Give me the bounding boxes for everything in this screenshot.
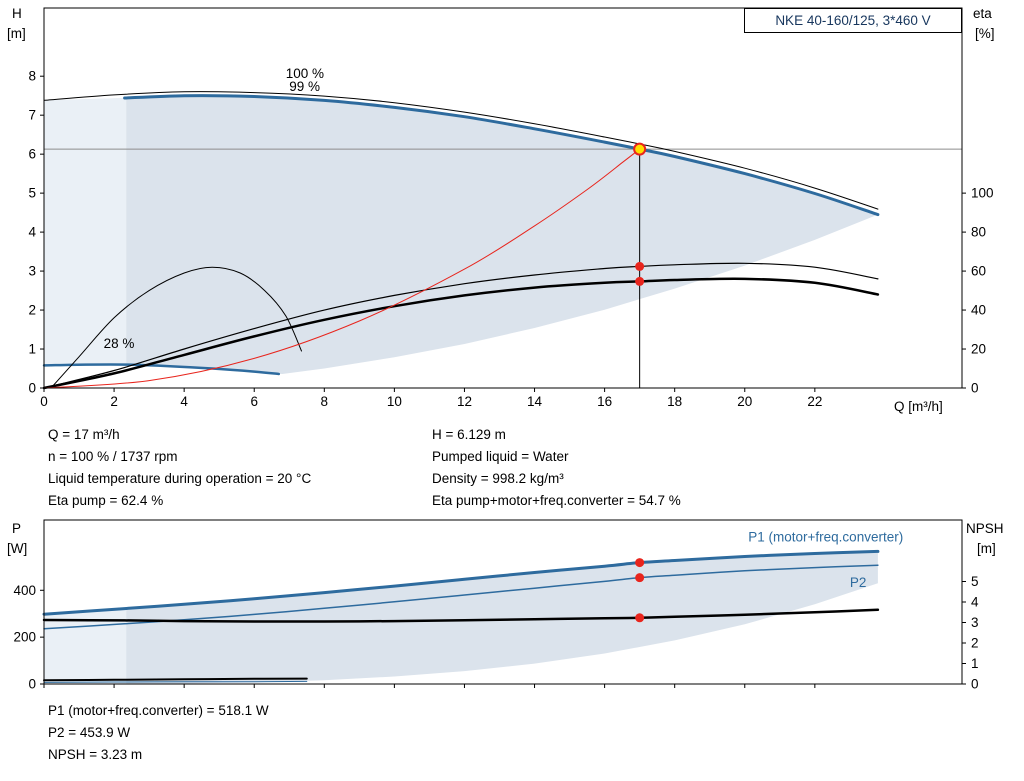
svg-text:40: 40 [971, 303, 986, 318]
svg-text:3: 3 [971, 615, 979, 630]
duty-head-text: H = 6.129 m [432, 427, 506, 442]
p1-result-text: P1 (motor+freq.converter) = 518.1 W [48, 703, 269, 718]
pumped-liquid-text: Pumped liquid = Water [432, 449, 569, 464]
npsh-result-text: NPSH = 3.23 m [48, 747, 143, 762]
power-results-block: P1 (motor+freq.converter) = 518.1 W P2 =… [48, 700, 269, 766]
svg-text:P1 (motor+freq.converter): P1 (motor+freq.converter) [748, 530, 903, 545]
svg-text:100 %: 100 % [286, 66, 324, 81]
svg-text:22: 22 [807, 394, 822, 409]
svg-text:200: 200 [13, 630, 36, 645]
svg-text:0: 0 [40, 394, 48, 409]
eta-total-text: Eta pump+motor+freq.converter = 54.7 % [432, 493, 681, 508]
svg-text:8: 8 [28, 69, 36, 84]
svg-text:10: 10 [387, 394, 402, 409]
svg-text:5: 5 [28, 186, 36, 201]
eta-axis-unit: [%] [975, 26, 995, 41]
p2-result-text: P2 = 453.9 W [48, 725, 131, 740]
npsh-axis-title: NPSH [966, 521, 1004, 536]
eta-axis-title: eta [973, 6, 992, 21]
svg-text:6: 6 [250, 394, 258, 409]
svg-text:0: 0 [28, 677, 36, 692]
svg-text:99 %: 99 % [289, 79, 320, 94]
liquid-temp-text: Liquid temperature during operation = 20… [48, 471, 312, 486]
svg-text:6: 6 [28, 147, 36, 162]
p-axis-unit: [W] [7, 541, 28, 556]
svg-text:7: 7 [28, 108, 36, 123]
p-axis-title: P [12, 521, 22, 536]
svg-text:3: 3 [28, 264, 36, 279]
svg-text:P2: P2 [850, 575, 867, 590]
svg-text:2: 2 [110, 394, 118, 409]
npsh-axis-unit: [m] [977, 541, 996, 556]
q-axis-title: Q [m³/h] [894, 399, 943, 414]
svg-text:60: 60 [971, 264, 986, 279]
duty-flow-text: Q = 17 m³/h [48, 427, 120, 442]
h-axis-unit: [m] [7, 26, 26, 41]
svg-text:1: 1 [971, 656, 979, 671]
qh-eta-chart: 100 %99 %28 %0 2 4 6 8 10 12 14 16 18 20 2201234567… [28, 7, 994, 409]
svg-text:5: 5 [971, 574, 979, 589]
svg-text:18: 18 [667, 394, 682, 409]
duty-speed-text: n = 100 % / 1737 rpm [48, 449, 178, 464]
svg-text:2: 2 [28, 303, 36, 318]
operating-data-left-column: Q = 17 m³/h n = 100 % / 1737 rpm Liquid … [48, 424, 311, 512]
svg-text:0: 0 [971, 677, 979, 692]
svg-text:0: 0 [971, 381, 979, 396]
svg-text:20: 20 [971, 342, 986, 357]
svg-text:20: 20 [737, 394, 752, 409]
svg-text:14: 14 [527, 394, 543, 409]
pump-type-title: NKE 40-160/125, 3*460 V [744, 8, 962, 33]
svg-text:12: 12 [457, 394, 472, 409]
svg-text:100: 100 [971, 186, 994, 201]
svg-text:16: 16 [597, 394, 612, 409]
svg-text:1: 1 [28, 342, 36, 357]
svg-text:28 %: 28 % [104, 336, 135, 351]
svg-text:0: 0 [28, 381, 36, 396]
power-npsh-chart: P1 (motor+freq.converter) P2 0 200 400 0 1 2 3 4 5 [13, 519, 979, 692]
svg-text:4: 4 [180, 394, 188, 409]
eta-pump-text: Eta pump = 62.4 % [48, 493, 164, 508]
svg-text:400: 400 [13, 583, 36, 598]
h-axis-title: H [12, 6, 22, 21]
svg-text:80: 80 [971, 225, 986, 240]
operating-data-right-column: H = 6.129 m Pumped liquid = Water Densit… [432, 424, 681, 512]
svg-text:4: 4 [28, 225, 36, 240]
svg-text:4: 4 [971, 595, 979, 610]
density-text: Density = 998.2 kg/m³ [432, 471, 564, 486]
svg-text:2: 2 [971, 636, 979, 651]
svg-text:8: 8 [321, 394, 329, 409]
